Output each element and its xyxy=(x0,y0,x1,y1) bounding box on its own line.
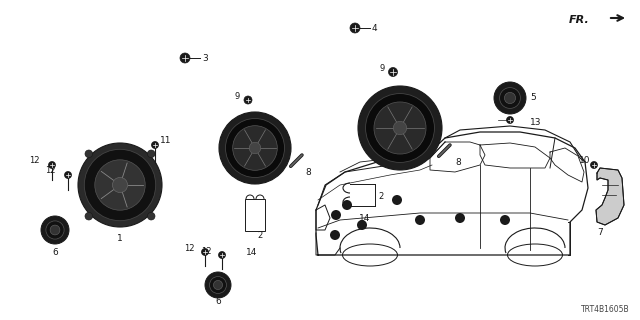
Circle shape xyxy=(350,23,360,33)
Text: 6: 6 xyxy=(52,247,58,257)
Text: 2: 2 xyxy=(378,191,383,201)
Circle shape xyxy=(180,53,190,63)
Circle shape xyxy=(113,177,127,193)
Circle shape xyxy=(342,200,352,210)
Text: 14: 14 xyxy=(246,247,258,257)
Circle shape xyxy=(85,150,93,157)
Circle shape xyxy=(455,213,465,223)
Circle shape xyxy=(393,121,407,135)
Text: 12: 12 xyxy=(184,244,195,252)
Circle shape xyxy=(214,280,223,290)
Circle shape xyxy=(244,96,252,104)
Circle shape xyxy=(365,93,435,163)
Circle shape xyxy=(41,216,69,244)
Circle shape xyxy=(506,116,513,124)
Circle shape xyxy=(331,210,341,220)
Circle shape xyxy=(249,142,260,154)
Text: 3: 3 xyxy=(202,53,208,62)
Circle shape xyxy=(357,220,367,230)
Circle shape xyxy=(374,102,426,154)
Circle shape xyxy=(84,149,156,221)
Text: 8: 8 xyxy=(455,157,461,166)
Circle shape xyxy=(225,118,285,178)
Circle shape xyxy=(358,86,442,170)
Text: 5: 5 xyxy=(530,92,536,101)
Text: 12: 12 xyxy=(202,246,212,255)
Circle shape xyxy=(147,150,155,157)
Text: 12: 12 xyxy=(45,165,56,174)
Text: 8: 8 xyxy=(305,167,311,177)
Circle shape xyxy=(500,88,520,108)
Circle shape xyxy=(330,230,340,240)
Text: 1: 1 xyxy=(117,234,123,243)
Text: 7: 7 xyxy=(597,228,603,236)
Circle shape xyxy=(65,172,72,179)
Circle shape xyxy=(46,221,64,239)
Circle shape xyxy=(218,252,225,259)
Circle shape xyxy=(202,249,209,255)
Text: FR.: FR. xyxy=(569,15,590,25)
Circle shape xyxy=(591,162,598,169)
Text: 12: 12 xyxy=(29,156,40,164)
Circle shape xyxy=(233,126,277,170)
Circle shape xyxy=(494,82,526,114)
Text: 9: 9 xyxy=(380,63,385,73)
Circle shape xyxy=(147,212,155,220)
Polygon shape xyxy=(596,168,624,225)
Circle shape xyxy=(415,215,425,225)
Text: 14: 14 xyxy=(359,213,371,222)
Circle shape xyxy=(209,276,227,293)
Circle shape xyxy=(78,143,162,227)
Circle shape xyxy=(219,112,291,184)
Circle shape xyxy=(500,215,510,225)
Text: 4: 4 xyxy=(372,23,378,33)
Text: 6: 6 xyxy=(215,298,221,307)
Text: TRT4B1605B: TRT4B1605B xyxy=(581,306,630,315)
Circle shape xyxy=(504,92,516,104)
Text: 10: 10 xyxy=(579,156,590,164)
Circle shape xyxy=(50,225,60,235)
Circle shape xyxy=(392,195,402,205)
Circle shape xyxy=(85,212,93,220)
Text: 9: 9 xyxy=(235,92,240,100)
Text: 13: 13 xyxy=(530,117,541,126)
Circle shape xyxy=(152,141,159,148)
Circle shape xyxy=(49,162,56,169)
Bar xyxy=(245,199,265,231)
Circle shape xyxy=(388,68,397,76)
Circle shape xyxy=(205,272,231,298)
Circle shape xyxy=(95,160,145,210)
Text: 2: 2 xyxy=(257,230,262,239)
Text: 11: 11 xyxy=(160,135,172,145)
